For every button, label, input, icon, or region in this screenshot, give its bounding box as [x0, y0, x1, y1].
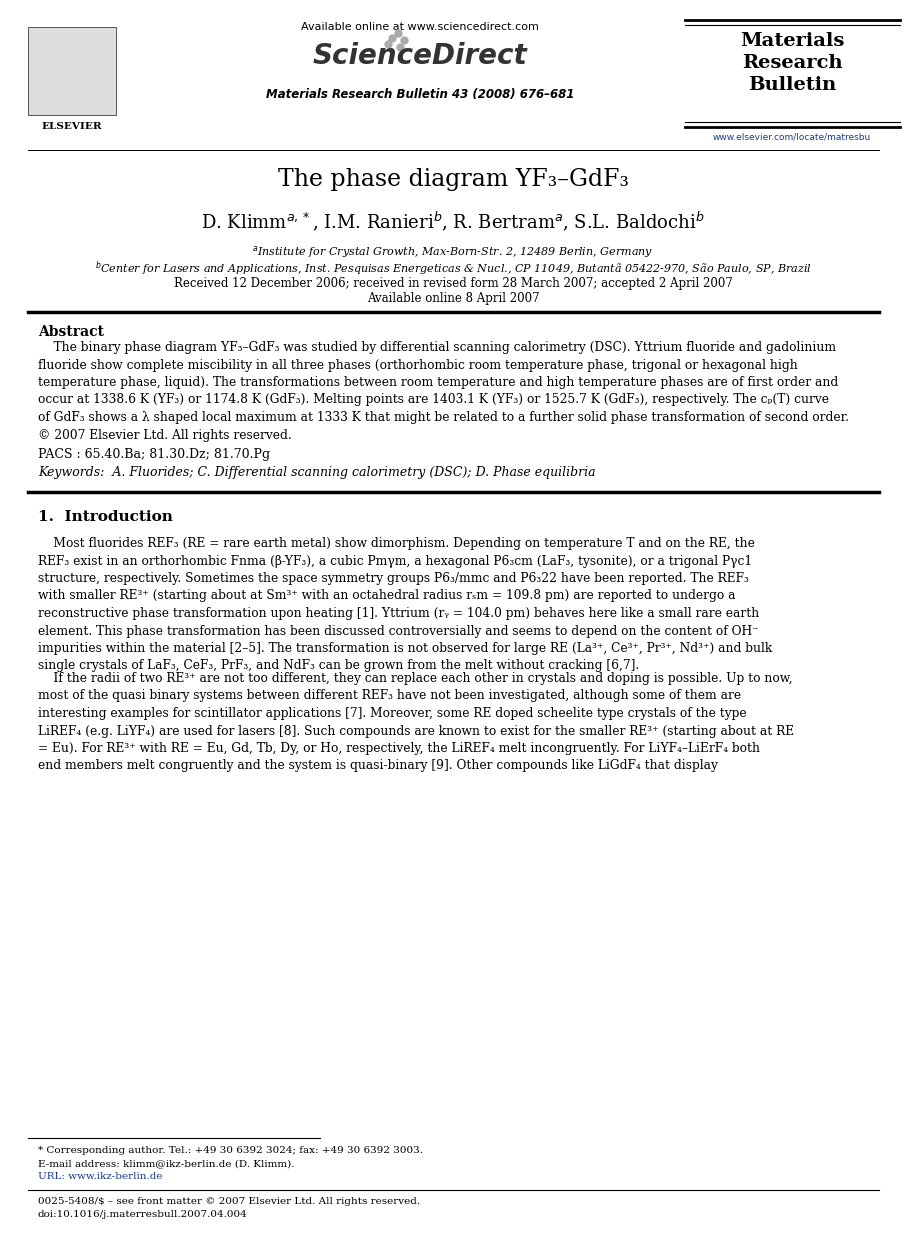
- Text: Available online at www.sciencedirect.com: Available online at www.sciencedirect.co…: [301, 22, 539, 32]
- Text: If the radii of two RE³⁺ are not too different, they can replace each other in c: If the radii of two RE³⁺ are not too dif…: [38, 672, 795, 773]
- Text: PACS : 65.40.Ba; 81.30.Dz; 81.70.Pg: PACS : 65.40.Ba; 81.30.Dz; 81.70.Pg: [38, 448, 270, 461]
- Text: Most fluorides REF₃ (RE = rare earth metal) show dimorphism. Depending on temper: Most fluorides REF₃ (RE = rare earth met…: [38, 537, 772, 672]
- Text: Materials Research Bulletin 43 (2008) 676–681: Materials Research Bulletin 43 (2008) 67…: [266, 88, 574, 102]
- Text: URL: www.ikz-berlin.de: URL: www.ikz-berlin.de: [38, 1172, 162, 1181]
- Text: Keywords:  A. Fluorides; C. Differential scanning calorimetry (DSC); D. Phase eq: Keywords: A. Fluorides; C. Differential …: [38, 465, 596, 479]
- Text: Available online 8 April 2007: Available online 8 April 2007: [366, 292, 540, 305]
- Text: ELSEVIER: ELSEVIER: [42, 123, 102, 131]
- Text: 0025-5408/$ – see front matter © 2007 Elsevier Ltd. All rights reserved.: 0025-5408/$ – see front matter © 2007 El…: [38, 1197, 420, 1206]
- Text: $^{a}$Institute for Crystal Growth, Max-Born-Str. 2, 12489 Berlin, Germany: $^{a}$Institute for Crystal Growth, Max-…: [252, 244, 654, 260]
- Text: The binary phase diagram YF₃–GdF₃ was studied by differential scanning calorimet: The binary phase diagram YF₃–GdF₃ was st…: [38, 340, 849, 442]
- Text: E-mail address: klimm@ikz-berlin.de (D. Klimm).: E-mail address: klimm@ikz-berlin.de (D. …: [38, 1159, 295, 1167]
- Text: www.elsevier.com/locate/matresbu: www.elsevier.com/locate/matresbu: [713, 132, 871, 142]
- Bar: [28, 27, 116, 115]
- Text: The phase diagram YF₃–GdF₃: The phase diagram YF₃–GdF₃: [278, 168, 629, 191]
- Text: $^{b}$Center for Lasers and Applications, Inst. Pesquisas Energeticas & Nucl., C: $^{b}$Center for Lasers and Applications…: [94, 259, 812, 277]
- Text: Abstract: Abstract: [38, 326, 104, 339]
- Text: Materials
Research
Bulletin: Materials Research Bulletin: [740, 32, 844, 94]
- Text: * Corresponding author. Tel.: +49 30 6392 3024; fax: +49 30 6392 3003.: * Corresponding author. Tel.: +49 30 639…: [38, 1146, 423, 1155]
- Text: D. Klimm$^{a,*}$, I.M. Ranieri$^{b}$, R. Bertram$^{a}$, S.L. Baldochi$^{b}$: D. Klimm$^{a,*}$, I.M. Ranieri$^{b}$, R.…: [201, 210, 705, 234]
- Text: doi:10.1016/j.materresbull.2007.04.004: doi:10.1016/j.materresbull.2007.04.004: [38, 1210, 248, 1219]
- Text: Received 12 December 2006; received in revised form 28 March 2007; accepted 2 Ap: Received 12 December 2006; received in r…: [173, 277, 733, 290]
- Text: 1.  Introduction: 1. Introduction: [38, 510, 173, 524]
- Text: ScienceDirect: ScienceDirect: [313, 42, 527, 71]
